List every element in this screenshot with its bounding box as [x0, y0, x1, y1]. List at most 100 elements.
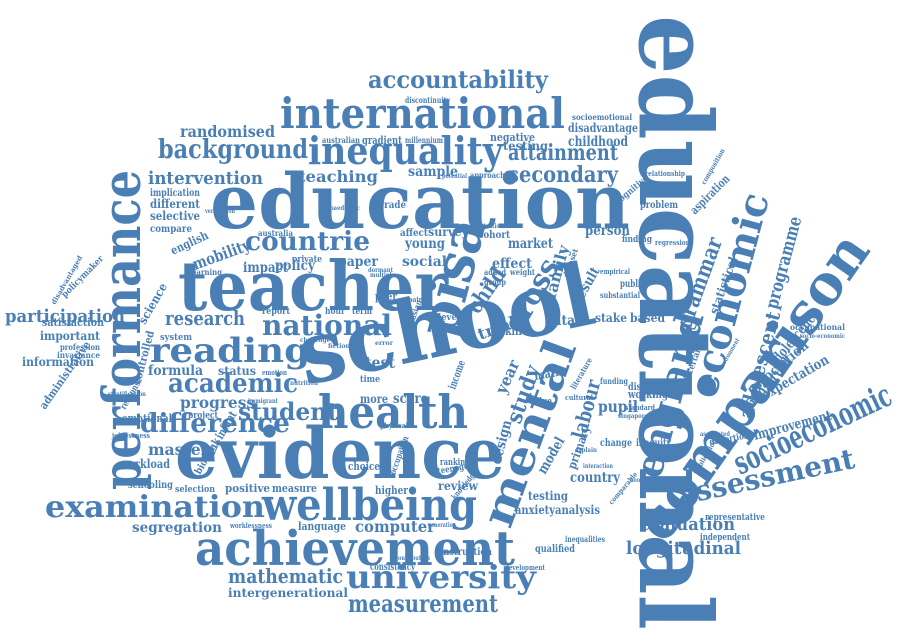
word-sample: sample	[408, 164, 458, 180]
word-profession: profession	[60, 342, 100, 352]
word-impact: impact	[243, 260, 288, 276]
word-market: market	[508, 236, 553, 252]
word-term: term	[352, 307, 372, 317]
word-paper: paper	[338, 254, 379, 270]
word-cultural: cultural	[565, 393, 593, 402]
word-verification: verification	[204, 208, 235, 215]
word-analysis: analysis	[555, 503, 600, 517]
word-socio-economic: socio-economic	[800, 333, 845, 340]
word-grade: grade	[378, 200, 406, 211]
word-australian: australian	[322, 135, 360, 145]
word-generation: generation	[428, 522, 456, 529]
word-hour: hour	[325, 307, 345, 317]
word-qualified: qualified	[535, 544, 575, 555]
word-important: important	[40, 329, 100, 343]
word-funding: funding	[600, 376, 628, 386]
word-participation: participation	[5, 306, 125, 327]
word-pupil: pupil	[598, 397, 638, 416]
word-intergenerational: intergenerational	[228, 586, 348, 600]
word-schooling: schooling	[128, 480, 173, 491]
word-choice: choice	[348, 460, 380, 473]
word-regression: regression	[655, 238, 690, 247]
word-testing-top: testing	[503, 139, 549, 153]
word-contribution: contribution	[395, 555, 431, 562]
word-instruction: instruction	[440, 547, 493, 558]
word-inequality: inequality	[308, 128, 504, 173]
word-international: international	[280, 89, 565, 138]
word-implication: implication	[150, 188, 201, 199]
word-worklessness: worklessness	[229, 521, 272, 530]
word-weight: weight	[509, 267, 535, 277]
word-more: more	[360, 392, 388, 406]
word-emotion: emotion	[262, 368, 287, 377]
word-based: based	[630, 311, 666, 325]
word-mastery: mastery	[148, 440, 219, 459]
word-standard: standard	[625, 403, 655, 412]
word-review: review	[438, 479, 479, 493]
word-selective: selective	[150, 209, 200, 223]
word-potential: potential	[442, 173, 468, 180]
word-occupational: occupational	[790, 322, 845, 332]
word-intervention: intervention	[148, 168, 263, 189]
word-substantial: substantial	[600, 290, 640, 300]
word-ranking: ranking	[440, 458, 471, 468]
word-report: report	[262, 307, 291, 317]
word-associated: associated	[700, 431, 731, 438]
word-measure: measure	[272, 482, 317, 495]
word-working: working	[627, 388, 668, 401]
word-private: private	[292, 255, 322, 265]
word-nutrition: nutrition	[290, 380, 319, 387]
word-inequity: inequity	[636, 438, 672, 449]
word-attainment: attainment	[508, 140, 619, 166]
word-social: social	[402, 254, 447, 270]
word-problem: problem	[640, 200, 678, 211]
word-testing: testing	[528, 489, 569, 503]
word-longitudinal: longitudinal	[626, 538, 741, 559]
word-language: language	[298, 520, 346, 533]
word-secondary: secondary	[508, 162, 619, 188]
word-mathematic: mathematic	[228, 564, 343, 588]
word-workload: workload	[119, 457, 170, 471]
word-relationship: relationship	[645, 169, 685, 178]
word-household: household	[630, 477, 659, 484]
word-joblessness: joblessness	[111, 431, 150, 440]
word-computer: computer	[355, 517, 436, 536]
word-country: country	[570, 470, 621, 486]
word-academic: academic	[168, 369, 298, 399]
word-error: error	[375, 340, 394, 347]
word-status: status	[218, 364, 256, 378]
word-explain: explain	[575, 447, 598, 454]
word-difference: difference	[140, 409, 290, 439]
word-peer: peer	[375, 290, 397, 303]
word-paediatric: paediatric	[330, 205, 360, 212]
word-achievement: achievement	[195, 521, 515, 577]
word-wellbeing: wellbeing	[261, 480, 477, 531]
word-teacher: teacher	[178, 247, 449, 327]
word-challenge: challenge	[300, 337, 330, 344]
word-consistency: consistency	[370, 562, 416, 573]
word-affect: affect	[400, 228, 428, 239]
word-inequalities: inequalities	[565, 534, 605, 544]
word-discontinuity: discontinuity	[405, 95, 450, 105]
word-multiple: multiple	[370, 272, 395, 279]
word-retention: retention	[478, 223, 503, 230]
word-math: math	[533, 364, 563, 383]
word-empirical: empirical	[600, 267, 630, 276]
word-education: education	[210, 157, 630, 246]
word-stake: stake	[595, 311, 627, 325]
word-evaluation: evaluation	[640, 514, 735, 535]
word-compare: compare	[150, 224, 192, 235]
word-progress: progress	[180, 393, 255, 412]
word-student: student	[238, 397, 338, 426]
word-policy: policy	[275, 258, 316, 274]
word-invariance: invariance	[57, 350, 100, 360]
word-project: project	[188, 411, 219, 421]
word-independent: independent	[700, 533, 751, 543]
word-millennium: millennium	[405, 135, 443, 145]
word-level: level	[438, 313, 461, 323]
word-score: score	[393, 391, 428, 407]
word-evidence: evidence	[175, 412, 505, 495]
word-development: development	[505, 563, 546, 572]
word-formula: formula	[148, 363, 203, 379]
word-young: young	[404, 236, 445, 252]
